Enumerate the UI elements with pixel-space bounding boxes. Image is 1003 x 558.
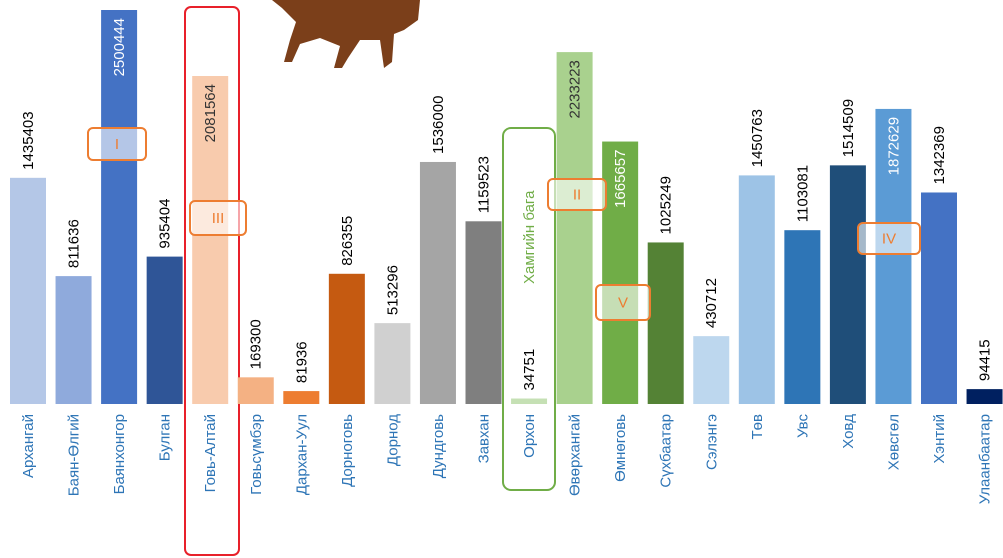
x-tick-label: Дархан-Уул <box>293 414 310 495</box>
x-tick-label: Улаанбаатар <box>977 414 994 504</box>
x-tick-label: Ховд <box>840 414 857 449</box>
x-tick-label: Өмнөговь <box>612 414 629 482</box>
value-label: 1025249 <box>658 176 675 234</box>
bar <box>738 175 775 404</box>
value-label: 826355 <box>339 216 356 266</box>
x-tick-label: Говьсүмбэр <box>248 414 265 495</box>
bar <box>55 276 92 404</box>
value-label: 1342369 <box>931 126 948 184</box>
x-tick-label: Хөвсгөл <box>885 414 902 470</box>
bar <box>921 192 957 404</box>
annotation: V <box>618 295 628 312</box>
x-tick-label: Сэлэнгэ <box>703 414 720 470</box>
x-tick-label: Дундговь <box>430 414 447 478</box>
bar <box>192 76 229 404</box>
x-tick-label: Өвөрхангай <box>567 414 584 496</box>
value-label: 1514509 <box>840 99 857 157</box>
x-tick-label: Говь-Алтай <box>202 414 219 492</box>
bar <box>511 398 548 404</box>
x-tick-label: Төв <box>749 414 766 440</box>
value-label: 2233223 <box>567 60 584 118</box>
bar <box>829 165 866 404</box>
value-label: 81936 <box>293 341 310 383</box>
value-label: 1450763 <box>749 109 766 167</box>
x-tick-label: Дорнод <box>384 414 401 466</box>
annotation-box <box>87 127 147 161</box>
annotation-box <box>189 200 247 236</box>
value-label: 1665657 <box>612 150 629 208</box>
x-tick-label: Булган <box>157 414 174 461</box>
value-label: 1103081 <box>794 165 811 222</box>
x-tick-label: Увс <box>794 414 811 438</box>
x-tick-label: Сүхбаатар <box>658 414 675 488</box>
value-label: 430712 <box>703 278 720 328</box>
annotation-box <box>547 178 607 211</box>
value-label: 1872629 <box>885 117 902 175</box>
value-label: 513296 <box>384 265 401 315</box>
value-label: 1435403 <box>20 111 37 169</box>
value-label: 2081564 <box>202 84 219 142</box>
bar <box>693 336 730 404</box>
annotation: IV <box>882 231 896 248</box>
x-tick-label: Архангай <box>20 414 37 478</box>
bar <box>101 10 138 404</box>
x-tick-label: Баянхонгор <box>111 414 128 494</box>
bar <box>283 391 320 404</box>
annotation-box <box>595 284 651 321</box>
bar <box>10 177 46 404</box>
annotation-box <box>857 222 921 255</box>
bar <box>784 230 821 404</box>
annotation: I <box>115 136 119 153</box>
value-label: 811636 <box>66 219 83 268</box>
bar <box>146 256 183 404</box>
animal-picture <box>272 0 420 68</box>
bar <box>875 108 912 404</box>
x-tick-label: Хэнтий <box>931 414 948 464</box>
bar <box>556 52 593 404</box>
x-tick-label: Баян-Өлгий <box>66 414 83 496</box>
bar <box>647 242 684 404</box>
bar <box>966 389 1003 404</box>
annotation: II <box>573 187 581 204</box>
value-label: 34751 <box>521 349 538 391</box>
bar <box>465 221 502 404</box>
bar <box>419 161 456 404</box>
annotation: III <box>212 210 225 227</box>
x-tick-label: Завхан <box>476 414 493 463</box>
value-label: 1159523 <box>476 156 493 213</box>
value-label: 2500444 <box>111 18 128 76</box>
highlight-box <box>184 6 240 556</box>
bar <box>602 141 639 404</box>
bars: 1435403 Архангай 811636 Баян-Өлгий 2500444 Ба… <box>10 10 1003 504</box>
bar <box>374 323 411 404</box>
x-tick-label: Орхон <box>521 414 538 458</box>
value-label: 935404 <box>157 199 174 249</box>
value-label: 1536000 <box>430 96 447 154</box>
x-tick-label: Дорноговь <box>339 414 356 487</box>
highlight-box <box>502 127 556 491</box>
bar <box>237 377 274 404</box>
value-label: 169300 <box>248 319 265 369</box>
annotation: Хамгийн бага <box>521 190 538 284</box>
value-label: 94415 <box>977 339 994 381</box>
bar <box>328 273 365 404</box>
